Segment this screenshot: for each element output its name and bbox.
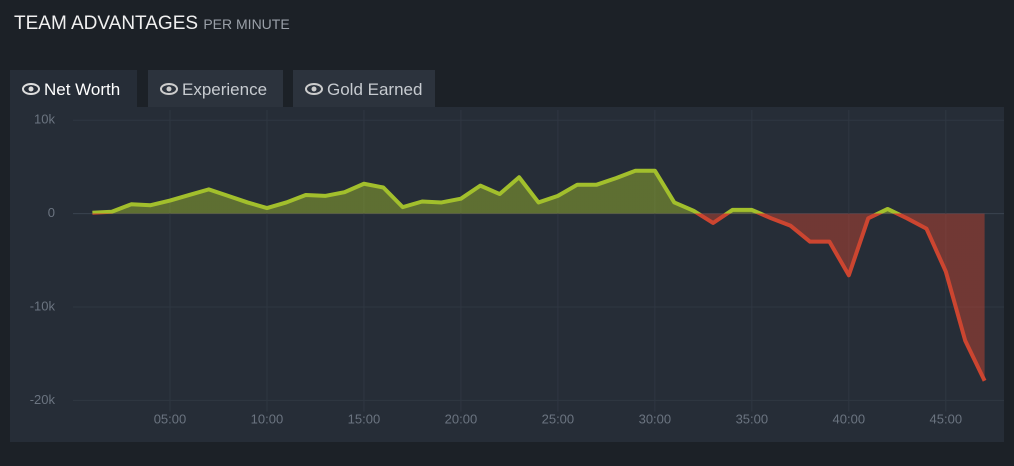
- x-tick-label: 10:00: [251, 411, 284, 426]
- header: TEAM ADVANTAGES PER MINUTE: [14, 13, 290, 35]
- x-tick-label: 25:00: [542, 411, 575, 426]
- tab-label: Experience: [182, 80, 268, 99]
- x-tick-label: 15:00: [348, 411, 381, 426]
- tab[interactable]: Gold Earned: [293, 70, 435, 107]
- tab-label: Net Worth: [44, 80, 121, 99]
- y-tick-label: 0: [48, 205, 55, 220]
- chart: 10k 0 -10k -20k 05:00 10:00 15:00 20:00 25:00 30:…: [10, 107, 1004, 442]
- x-tick-label: 35:00: [736, 411, 769, 426]
- eye-icon: [160, 83, 178, 95]
- y-tick-label: -20k: [30, 392, 56, 407]
- tab[interactable]: Experience: [148, 70, 283, 107]
- x-tick-label: 05:00: [154, 411, 187, 426]
- line: [92, 168, 987, 382]
- x-tick-label: 30:00: [639, 411, 672, 426]
- y-tick-label: 10k: [34, 112, 55, 127]
- y-tick-label: -10k: [30, 298, 56, 313]
- area: [92, 170, 985, 381]
- subtitle: PER MINUTE: [203, 16, 290, 32]
- x-tick-label: 20:00: [445, 411, 478, 426]
- eye-icon: [305, 83, 323, 95]
- tab-label: Gold Earned: [327, 80, 423, 99]
- eye-icon: [22, 83, 40, 95]
- x-tick-label: 45:00: [930, 411, 963, 426]
- tab[interactable]: Net Worth: [10, 70, 137, 107]
- x-tick-label: 40:00: [833, 411, 866, 426]
- title: TEAM ADVANTAGES: [14, 13, 199, 34]
